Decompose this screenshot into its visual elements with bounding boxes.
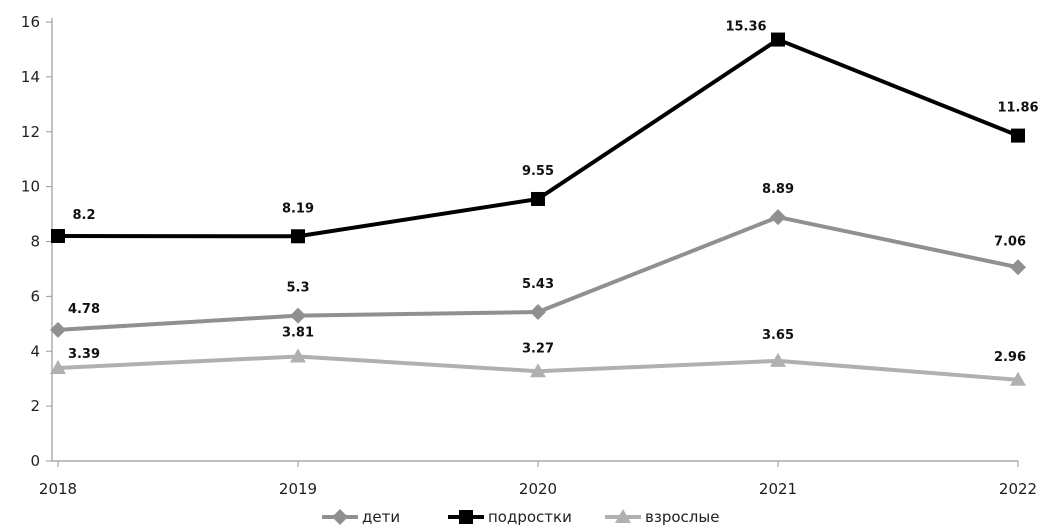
legend-item-0: дети — [322, 508, 400, 526]
data-point — [51, 229, 65, 244]
data-label: 8.19 — [282, 201, 314, 216]
data-point — [770, 209, 786, 226]
y-tick-label: 2 — [30, 397, 40, 415]
y-tick-label: 16 — [21, 13, 40, 31]
series-line — [57, 37, 1019, 239]
data-label: 3.39 — [68, 347, 100, 362]
legend-marker — [615, 509, 631, 523]
y-tick-label: 6 — [30, 287, 40, 305]
x-tick-label: 2020 — [519, 480, 557, 498]
data-point — [770, 352, 786, 367]
data-point — [530, 363, 546, 378]
data-point — [50, 359, 66, 374]
y-tick-label: 12 — [21, 123, 40, 141]
data-label: 3.27 — [522, 341, 554, 356]
series-0 — [50, 209, 1026, 338]
data-point — [1010, 371, 1026, 386]
data-point — [771, 32, 785, 47]
legend-item-2: взрослые — [605, 508, 719, 526]
series-1 — [51, 32, 1025, 244]
data-label: 5.43 — [522, 277, 554, 292]
y-tick-label: 10 — [21, 178, 40, 196]
data-label: 8.2 — [72, 208, 95, 223]
series-layer — [50, 32, 1026, 386]
legend-marker — [332, 509, 348, 525]
x-tick-label: 2022 — [999, 480, 1037, 498]
data-label: 5.3 — [286, 281, 309, 296]
axes: 0 2 4 6 8 10 12 14 16 2018 2019 2020 2021 2022 — [21, 13, 1037, 498]
data-point — [1011, 128, 1025, 143]
data-label: 8.89 — [762, 182, 794, 197]
legend-label: дети — [362, 508, 400, 526]
data-labels: 3.39 3.81 3.27 3.65 2.96 4.78 5.3 5.43 8.89 7.06 8… — [68, 20, 1039, 365]
data-point — [531, 191, 545, 206]
y-tick-label: 14 — [21, 68, 40, 86]
data-label: 3.65 — [762, 328, 794, 343]
data-label: 15.36 — [725, 20, 766, 35]
series-2 — [50, 348, 1026, 386]
data-label: 9.55 — [522, 164, 554, 179]
data-label: 11.86 — [997, 101, 1038, 116]
data-label: 4.78 — [68, 302, 100, 317]
data-point — [290, 307, 306, 324]
data-point — [530, 304, 546, 321]
legend-item-1: подростки — [448, 508, 572, 526]
legend-label: подростки — [488, 508, 572, 526]
x-tick-label: 2021 — [759, 480, 797, 498]
legend-label: взрослые — [645, 508, 719, 526]
data-label: 3.81 — [282, 325, 314, 340]
y-tick-label: 0 — [30, 452, 40, 470]
y-tick-label: 4 — [30, 342, 40, 360]
data-point — [1010, 259, 1026, 276]
data-point — [290, 348, 306, 363]
data-label: 7.06 — [994, 234, 1026, 249]
legend: дети подростки взрослые — [322, 508, 719, 526]
data-point — [50, 321, 66, 338]
legend-marker — [459, 510, 473, 524]
y-tick-label: 8 — [30, 233, 40, 251]
data-label: 2.96 — [994, 350, 1026, 365]
data-point — [291, 229, 305, 244]
x-tick-label: 2019 — [279, 480, 317, 498]
x-tick-label: 2018 — [39, 480, 77, 498]
